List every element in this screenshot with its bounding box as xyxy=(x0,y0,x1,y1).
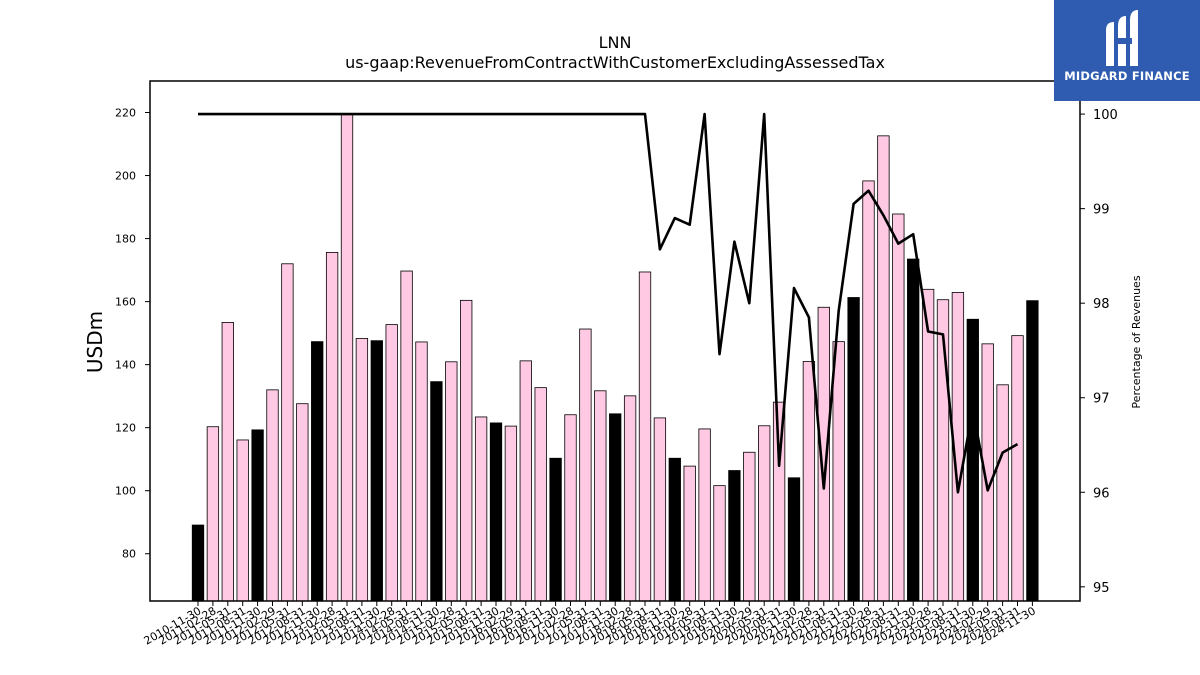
y2-axis: 95 96 97 98 99 100 xyxy=(1080,108,1118,596)
bar xyxy=(370,340,383,602)
logo-text: MIDGARD FINANCE xyxy=(1064,69,1190,83)
bar xyxy=(549,457,562,602)
y-tick-label: 160 xyxy=(115,296,136,309)
bar xyxy=(385,324,398,602)
bar xyxy=(683,465,696,602)
y2-tick-label: 100 xyxy=(1093,108,1118,123)
bar xyxy=(609,413,622,602)
bar xyxy=(415,341,428,602)
bar xyxy=(445,361,458,602)
bar xyxy=(519,360,532,602)
bar xyxy=(907,258,920,602)
bar xyxy=(653,417,667,602)
bar xyxy=(802,361,816,602)
bar xyxy=(251,429,264,602)
bar xyxy=(474,416,488,602)
y-tick-label: 180 xyxy=(115,233,136,246)
y2-tick-label: 98 xyxy=(1093,297,1110,312)
bar xyxy=(758,425,771,602)
chart-subtitle: us-gaap:RevenueFromContractWithCustomerE… xyxy=(345,53,885,72)
bar xyxy=(206,426,220,602)
y-axis-label: USDm xyxy=(83,311,107,373)
x-axis: 2010-11-302011-02-282011-05-312011-08-31… xyxy=(142,601,1038,648)
y2-axis-label: Percentage of Revenues xyxy=(1130,275,1143,408)
percentage-line xyxy=(198,112,1019,494)
bar-series xyxy=(191,113,1039,602)
y-tick-label: 200 xyxy=(115,170,136,183)
bar xyxy=(504,425,518,602)
bar xyxy=(966,318,979,602)
bar xyxy=(430,381,443,602)
bar xyxy=(534,387,547,602)
line-series xyxy=(198,112,1019,494)
chart-title: LNN xyxy=(599,33,632,52)
bar xyxy=(713,485,726,602)
bar xyxy=(892,213,905,602)
bar xyxy=(191,524,205,602)
bar xyxy=(728,470,741,602)
bar xyxy=(460,299,473,602)
bar xyxy=(221,322,234,602)
bar xyxy=(281,263,294,602)
bar xyxy=(564,414,577,602)
y2-tick-label: 96 xyxy=(1093,486,1110,501)
bar xyxy=(862,180,875,602)
bar xyxy=(236,439,249,602)
y2-tick-label: 97 xyxy=(1093,392,1110,407)
bar xyxy=(996,384,1009,602)
bar xyxy=(594,390,607,602)
bar xyxy=(266,389,279,602)
bar xyxy=(325,252,339,602)
bar xyxy=(311,341,324,602)
bar xyxy=(832,341,845,602)
y-tick-label: 220 xyxy=(115,107,136,120)
bar xyxy=(921,288,935,602)
bar xyxy=(489,422,503,602)
bar xyxy=(787,477,801,602)
bar xyxy=(1026,300,1039,602)
y2-tick-label: 99 xyxy=(1093,203,1110,218)
bar xyxy=(296,403,309,602)
brand-logo: MIDGARD FINANCE xyxy=(1054,0,1200,101)
bar xyxy=(877,135,890,602)
bar xyxy=(340,113,354,602)
bar xyxy=(668,457,681,602)
y-tick-label: 100 xyxy=(115,485,136,498)
y-tick-label: 140 xyxy=(115,359,136,372)
bar xyxy=(623,395,637,602)
bar xyxy=(638,271,652,602)
y-tick-label: 80 xyxy=(122,548,136,561)
y-tick-label: 120 xyxy=(115,422,136,435)
bar xyxy=(400,270,413,602)
y2-tick-label: 95 xyxy=(1093,581,1110,596)
y-axis: 80 100 120 140 160 180 200 220 xyxy=(115,107,150,561)
bar xyxy=(743,451,756,602)
bar xyxy=(698,428,711,602)
logo-mark-icon xyxy=(1106,10,1138,66)
bar xyxy=(1011,335,1024,602)
bar xyxy=(579,328,592,602)
bar xyxy=(355,338,369,602)
bar xyxy=(847,297,860,602)
